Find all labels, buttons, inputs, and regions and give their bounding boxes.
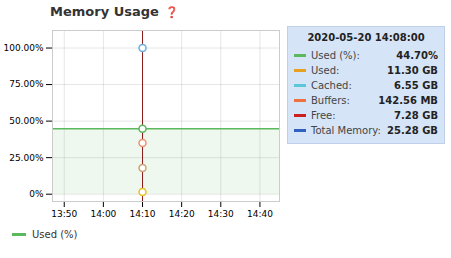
svg-text:100.00%: 100.00% bbox=[3, 43, 43, 53]
html-text:Buffers:: Buffers: bbox=[311, 95, 350, 106]
svg-text:75.00%: 75.00% bbox=[9, 79, 44, 89]
html-text:Used:: Used: bbox=[311, 65, 340, 76]
html-text:7.28 GB: 7.28 GB bbox=[394, 110, 438, 121]
html-text:6.55 GB: 6.55 GB bbox=[394, 80, 438, 91]
html-text:Cached:: Cached: bbox=[311, 80, 352, 91]
svg-text:14:10: 14:10 bbox=[130, 209, 156, 219]
html-text:44.70%: 44.70% bbox=[396, 50, 438, 61]
svg-text:50.00%: 50.00% bbox=[9, 116, 44, 126]
html-text:142.56 MB: 142.56 MB bbox=[378, 95, 438, 106]
html-text:Free:: Free: bbox=[311, 110, 336, 121]
html-text:25.28 GB: 25.28 GB bbox=[387, 125, 438, 136]
svg-text:14:00: 14:00 bbox=[90, 209, 116, 219]
html-text:Memory Usage ❓: Memory Usage ❓ bbox=[50, 4, 179, 19]
html-text:11.30 GB: 11.30 GB bbox=[387, 65, 438, 76]
svg-text:25.00%: 25.00% bbox=[9, 153, 44, 163]
svg-text:14:30: 14:30 bbox=[208, 209, 234, 219]
html-text:Used (%):: Used (%): bbox=[311, 50, 360, 61]
svg-text:13:50: 13:50 bbox=[51, 209, 77, 219]
html-text:Total Memory:: Total Memory: bbox=[311, 125, 381, 136]
svg-text:14:20: 14:20 bbox=[169, 209, 195, 219]
html-text:2020-05-20 14:08:00: 2020-05-20 14:08:00 bbox=[307, 32, 425, 43]
svg-text:0%: 0% bbox=[29, 189, 44, 199]
html-text:Used (%): Used (%) bbox=[32, 228, 78, 240]
svg-text:14:40: 14:40 bbox=[247, 209, 273, 219]
